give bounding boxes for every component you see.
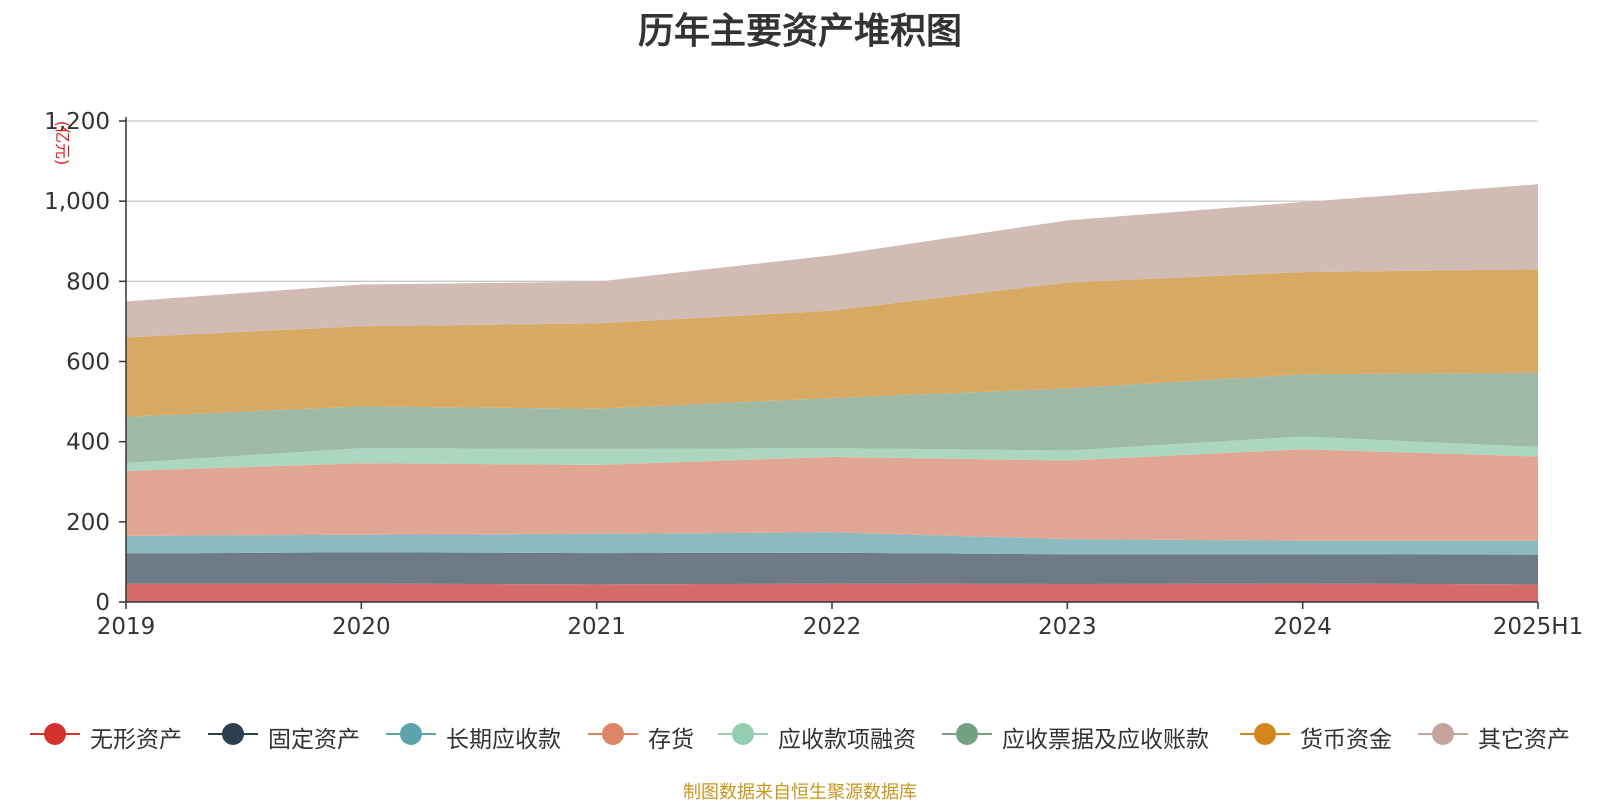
axes: 0 200 400 600 800 1,000 1,200 2019 2020 2021 2022 2… — [44, 109, 1583, 640]
chart-title: 历年主要资产堆积图 — [637, 11, 962, 52]
y-tick-label: 200 — [66, 510, 110, 536]
legend-label: 货币资金 — [1300, 727, 1392, 753]
legend-circle-icon — [1432, 723, 1454, 745]
area-series-1 — [126, 552, 1538, 585]
source-note: 制图数据来自恒生聚源数据库 — [683, 782, 917, 803]
legend-item[interactable]: 固定资产 — [208, 718, 408, 753]
legend-label: 应收款项融资 — [778, 727, 916, 753]
area-series-6 — [126, 269, 1538, 417]
legend-label: 存货 — [648, 727, 694, 753]
x-tick-label: 2024 — [1273, 614, 1332, 640]
legend-label: 其它资产 — [1478, 727, 1570, 753]
legend-circle-icon — [222, 723, 244, 745]
legend: 无形资产 固定资产 长期应收款 存货 应收款项融资 应收票据及应收账款 货币资金 其它资产 — [0, 718, 1600, 753]
legend-item[interactable]: 货币资金 — [1240, 718, 1440, 753]
area-series — [126, 184, 1538, 602]
legend-circle-icon — [1254, 723, 1276, 745]
legend-item[interactable]: 应收款项融资 — [718, 718, 918, 753]
x-tick-label: 2020 — [332, 614, 391, 640]
y-tick-label: 800 — [66, 269, 110, 295]
legend-circle-icon — [732, 723, 754, 745]
x-tick-label: 2022 — [803, 614, 862, 640]
legend-label: 应收票据及应收账款 — [1002, 727, 1209, 753]
legend-label: 无形资产 — [90, 727, 182, 753]
y-tick-label: 600 — [66, 350, 110, 376]
legend-item[interactable]: 无形资产 — [30, 718, 230, 753]
y-tick-label: 0 — [95, 590, 110, 616]
legend-label: 固定资产 — [268, 727, 360, 753]
area-series-2 — [126, 532, 1538, 555]
legend-circle-icon — [602, 723, 624, 745]
legend-circle-icon — [956, 723, 978, 745]
legend-circle-icon — [44, 723, 66, 745]
x-tick-label: 2021 — [567, 614, 626, 640]
area-series-3 — [126, 449, 1538, 541]
y-tick-label: 400 — [66, 430, 110, 456]
area-series-0 — [126, 583, 1538, 602]
legend-item[interactable]: 应收票据及应收账款 — [942, 718, 1209, 753]
legend-item[interactable]: 长期应收款 — [386, 718, 586, 753]
legend-item[interactable]: 其它资产 — [1418, 718, 1600, 753]
y-tick-label: 1,000 — [44, 189, 110, 215]
area-series-5 — [126, 372, 1538, 463]
legend-label: 长期应收款 — [446, 727, 561, 753]
y-axis-label: (亿元) — [53, 121, 72, 166]
area-series-7 — [126, 184, 1538, 338]
y-tick-label: 1,200 — [44, 109, 110, 135]
area-series-4 — [126, 436, 1538, 471]
x-tick-label: 2025H1 — [1493, 614, 1583, 640]
legend-circle-icon — [400, 723, 422, 745]
legend-item[interactable]: 存货 — [588, 718, 788, 753]
x-tick-label: 2023 — [1038, 614, 1097, 640]
x-tick-label: 2019 — [97, 614, 156, 640]
